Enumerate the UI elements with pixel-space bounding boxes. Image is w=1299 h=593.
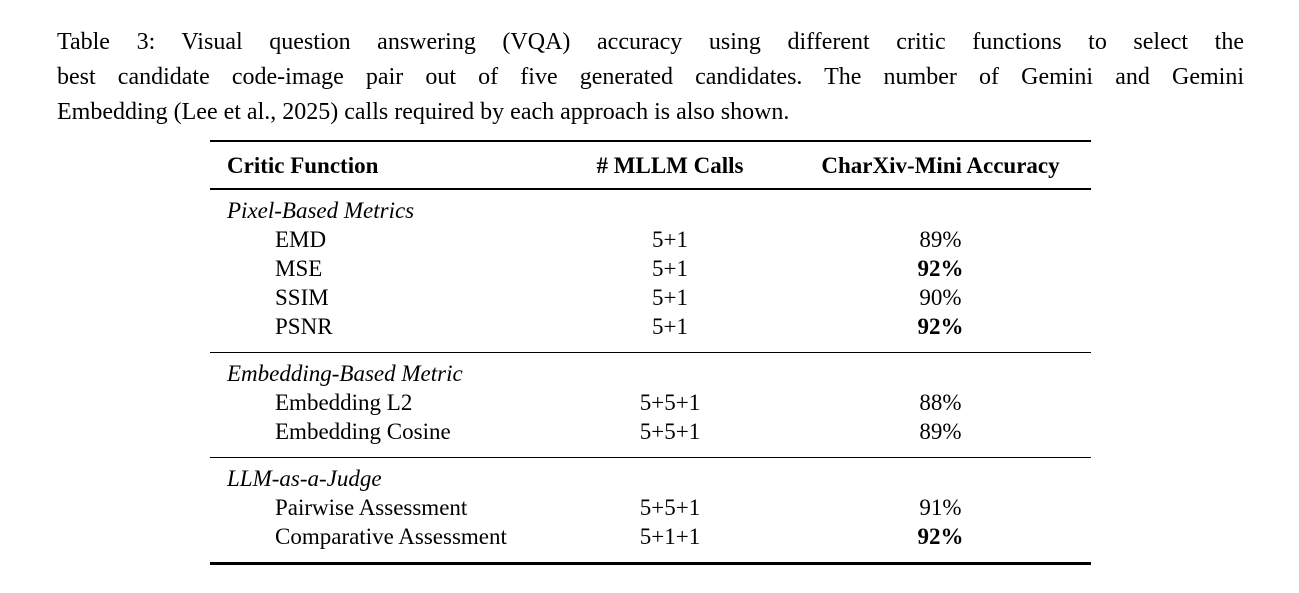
- section-label-row: LLM-as-a-Judge: [210, 464, 1091, 493]
- table-row: Embedding Cosine 5+5+1 89%: [210, 417, 1091, 446]
- calls-cell: 5+1: [652, 256, 688, 281]
- calls-cell: 5+5+1: [639, 419, 701, 444]
- caption-line-3: Embedding (Lee et al., 2025) calls requi…: [57, 99, 790, 125]
- section-pixel-based-metrics: Pixel-Based Metrics EMD 5+1 89% MSE 5+1 …: [210, 190, 1091, 353]
- table-row: Embedding L2 5+5+1 88%: [210, 388, 1091, 417]
- table-row: Comparative Assessment 5+1+1 92%: [210, 522, 1091, 551]
- accuracy-cell: 91%: [919, 495, 962, 520]
- accuracy-cell: 89%: [919, 419, 962, 444]
- column-header-mllm-calls: # MLLM Calls: [596, 153, 744, 178]
- accuracy-cell: 88%: [919, 390, 962, 415]
- calls-cell: 5+5+1: [639, 495, 701, 520]
- row-label: Embedding Cosine: [275, 419, 451, 444]
- row-label: Pairwise Assessment: [275, 495, 468, 520]
- table-row: MSE 5+1 92%: [210, 254, 1091, 283]
- section-label: Embedding-Based Metric: [227, 361, 463, 386]
- section-llm-as-a-judge: LLM-as-a-Judge Pairwise Assessment 5+5+1…: [210, 458, 1091, 562]
- section-label-row: Embedding-Based Metric: [210, 359, 1091, 388]
- table-header-row: Critic Function # MLLM Calls CharXiv-Min…: [210, 142, 1091, 190]
- row-label: MSE: [275, 256, 323, 281]
- row-label: Comparative Assessment: [275, 524, 507, 549]
- calls-cell: 5+5+1: [639, 390, 701, 415]
- accuracy-cell: 92%: [917, 314, 964, 339]
- results-table: Critic Function # MLLM Calls CharXiv-Min…: [210, 140, 1091, 565]
- table-caption: Table 3: Visual question answering (VQA)…: [57, 25, 1244, 130]
- section-label-row: Pixel-Based Metrics: [210, 196, 1091, 225]
- section-label: Pixel-Based Metrics: [227, 198, 415, 223]
- row-label: Embedding L2: [275, 390, 413, 415]
- caption-line-2: best candidate code-image pair out of fi…: [57, 64, 1244, 90]
- table-row: EMD 5+1 89%: [210, 225, 1091, 254]
- accuracy-cell: 89%: [919, 227, 962, 252]
- accuracy-cell: 92%: [917, 524, 964, 549]
- row-label: PSNR: [275, 314, 333, 339]
- caption-line-1: Table 3: Visual question answering (VQA)…: [57, 29, 1244, 55]
- calls-cell: 5+1: [652, 314, 688, 339]
- accuracy-cell: 90%: [919, 285, 962, 310]
- calls-cell: 5+1: [652, 227, 688, 252]
- section-embedding-based-metric: Embedding-Based Metric Embedding L2 5+5+…: [210, 353, 1091, 458]
- table-row: Pairwise Assessment 5+5+1 91%: [210, 493, 1091, 522]
- row-label: SSIM: [275, 285, 329, 310]
- column-header-critic-function: Critic Function: [227, 153, 379, 178]
- column-header-charxiv-mini-accuracy: CharXiv-Mini Accuracy: [821, 153, 1060, 178]
- table-row: PSNR 5+1 92%: [210, 312, 1091, 341]
- section-label: LLM-as-a-Judge: [227, 466, 382, 491]
- calls-cell: 5+1+1: [639, 524, 701, 549]
- row-label: EMD: [275, 227, 327, 252]
- accuracy-cell: 92%: [917, 256, 964, 281]
- calls-cell: 5+1: [652, 285, 688, 310]
- table-row: SSIM 5+1 90%: [210, 283, 1091, 312]
